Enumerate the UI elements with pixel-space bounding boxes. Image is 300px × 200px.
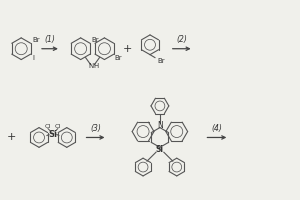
Text: Si: Si	[156, 145, 164, 154]
Text: I: I	[32, 55, 34, 61]
Text: N: N	[88, 63, 93, 69]
Text: +: +	[7, 132, 16, 142]
Text: (3): (3)	[90, 124, 101, 133]
Text: Br: Br	[32, 37, 40, 43]
Text: (1): (1)	[44, 35, 56, 44]
Text: Cl: Cl	[55, 124, 61, 129]
Text: Br: Br	[92, 37, 99, 43]
Text: (2): (2)	[176, 35, 187, 44]
Text: Br: Br	[114, 55, 122, 61]
Text: H: H	[94, 63, 99, 69]
Text: (4): (4)	[212, 124, 222, 133]
Text: Br: Br	[157, 58, 165, 64]
Text: N: N	[157, 121, 163, 130]
Text: +: +	[122, 44, 132, 54]
Text: Si: Si	[48, 130, 57, 139]
Text: Cl: Cl	[45, 124, 51, 129]
